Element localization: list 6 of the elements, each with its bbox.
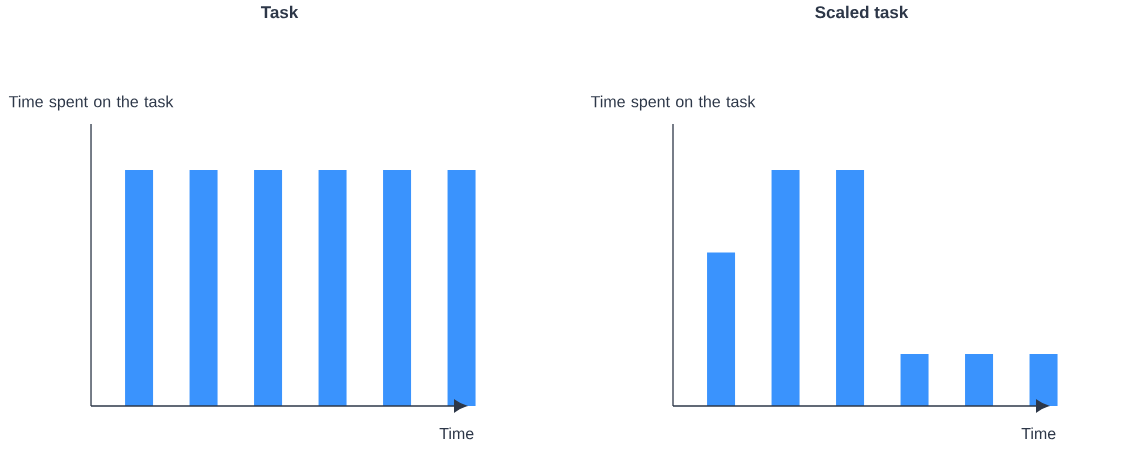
x-axis-title: Time — [1021, 427, 1056, 440]
x-axis-title: Time — [439, 427, 474, 440]
y-axis-title: Time spent on the task — [8, 95, 174, 111]
y-axis-title: Time spent on the task — [590, 95, 756, 111]
chart-title: Scaled task — [815, 5, 909, 19]
chart-title: Task — [260, 5, 299, 19]
